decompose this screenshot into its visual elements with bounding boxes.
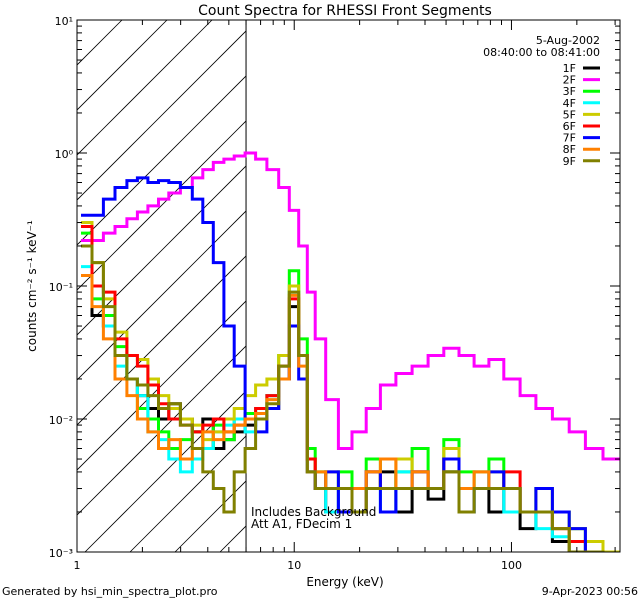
annotation-background: Includes Background (251, 505, 376, 519)
hatch-line (77, 210, 247, 381)
legend-label-9F: 9F (563, 155, 576, 168)
hatch-line (129, 435, 247, 552)
x-axis-label: Energy (keV) (306, 575, 383, 589)
y-tick-label: 10⁰ (55, 148, 74, 161)
legend-time-range: 08:40:00 to 08:41:00 (483, 46, 600, 59)
legend-label-2F: 2F (563, 74, 576, 87)
legend-label-5F: 5F (563, 108, 576, 121)
footer-timestamp: 9-Apr-2023 00:56 (542, 585, 638, 598)
hatch-line (77, 345, 247, 516)
legend-label-4F: 4F (563, 97, 576, 110)
series-line-8F (81, 274, 605, 552)
y-axis-label: counts cm⁻² s⁻¹ keV⁻¹ (25, 220, 39, 352)
hatch-clip (77, 20, 640, 552)
x-tick-label: 10 (287, 559, 301, 572)
hatch-line (535, 20, 640, 552)
footer-generated-by: Generated by hsi_min_spectra_plot.pro (2, 585, 218, 598)
hatch-line (77, 30, 247, 201)
hatch-line (77, 75, 247, 246)
hatch-line (84, 390, 247, 552)
y-tick-label: 10⁻² (49, 414, 73, 427)
legend-label-6F: 6F (563, 120, 576, 133)
legend-date: 5-Aug-2002 (536, 34, 600, 47)
x-tick-label: 100 (501, 559, 522, 572)
hatch-line (77, 20, 213, 156)
hatch-line (77, 165, 247, 336)
excluded-region-hatch (77, 20, 640, 552)
hatch-line (625, 20, 640, 552)
y-tick-label: 10⁻¹ (49, 281, 73, 294)
legend-label-3F: 3F (563, 85, 576, 98)
x-tick-label: 1 (74, 559, 81, 572)
hatch-line (77, 255, 247, 426)
legend-label-7F: 7F (563, 132, 576, 145)
axis-ticks (76, 20, 620, 553)
y-tick-label: 10¹ (55, 15, 73, 28)
y-tick-label: 10⁻³ (49, 547, 73, 560)
chart-title: Count Spectra for RHESSI Front Segments (198, 3, 492, 19)
series-line-9F (81, 244, 605, 552)
series-line-2F (81, 151, 620, 461)
legend-label-1F: 1F (563, 62, 576, 75)
hatch-line (219, 525, 247, 552)
legend-label-8F: 8F (563, 143, 576, 156)
plot-area (81, 151, 620, 552)
hatch-line (77, 300, 247, 471)
hatch-line (77, 20, 168, 111)
annotation-attenuator: Att A1, FDecim 1 (251, 517, 352, 531)
